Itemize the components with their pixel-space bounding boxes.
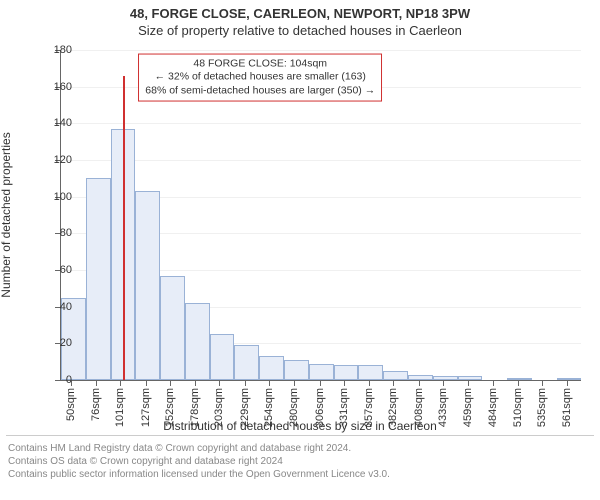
annotation-line: 68% of semi-detached houses are larger (… <box>145 84 375 98</box>
plot-area: 48 FORGE CLOSE: 104sqm← 32% of detached … <box>60 50 581 381</box>
histogram-bar <box>284 360 309 380</box>
annotation-line: ← 32% of detached houses are smaller (16… <box>145 71 375 85</box>
x-tick <box>96 380 97 386</box>
y-tick-label: 180 <box>42 44 72 56</box>
y-tick-label: 140 <box>42 117 72 129</box>
x-tick <box>393 380 394 386</box>
histogram-bar <box>433 376 458 380</box>
x-tick <box>443 380 444 386</box>
y-tick-label: 100 <box>42 191 72 203</box>
y-tick-label: 160 <box>42 81 72 93</box>
x-tick <box>245 380 246 386</box>
annotation-box: 48 FORGE CLOSE: 104sqm← 32% of detached … <box>138 53 382 102</box>
x-tick <box>219 380 220 386</box>
x-tick <box>170 380 171 386</box>
y-tick-label: 40 <box>42 301 72 313</box>
x-tick <box>419 380 420 386</box>
y-tick-label: 20 <box>42 337 72 349</box>
title-subtitle: Size of property relative to detached ho… <box>0 21 600 40</box>
x-tick <box>320 380 321 386</box>
histogram-bar <box>309 364 334 381</box>
x-tick <box>269 380 270 386</box>
x-tick <box>294 380 295 386</box>
histogram-bar <box>408 375 433 381</box>
footer-attribution: Contains HM Land Registry data © Crown c… <box>0 436 600 485</box>
y-tick-label: 0 <box>42 374 72 386</box>
x-tick-label: 50sqm <box>65 388 77 421</box>
x-tick <box>493 380 494 386</box>
x-tick <box>567 380 568 386</box>
x-tick <box>542 380 543 386</box>
histogram-bar <box>185 303 210 380</box>
histogram-bar <box>507 378 532 380</box>
histogram-bar <box>234 345 259 380</box>
x-tick <box>146 380 147 386</box>
histogram-bar <box>135 191 160 380</box>
histogram-bar <box>557 378 582 380</box>
y-tick-label: 60 <box>42 264 72 276</box>
gridline <box>61 50 581 51</box>
x-tick <box>518 380 519 386</box>
y-axis-label: Number of detached properties <box>0 132 13 297</box>
histogram-bar <box>160 276 185 381</box>
x-tick <box>369 380 370 386</box>
x-axis-label: Distribution of detached houses by size … <box>0 419 600 433</box>
x-tick <box>120 380 121 386</box>
chart-area: Number of detached properties 48 FORGE C… <box>0 40 600 435</box>
gridline <box>61 160 581 161</box>
x-tick <box>344 380 345 386</box>
footer-line-1: Contains HM Land Registry data © Crown c… <box>8 442 592 455</box>
footer-line-3: Contains public sector information licen… <box>8 468 592 481</box>
histogram-bar <box>86 178 111 380</box>
y-tick-label: 80 <box>42 227 72 239</box>
gridline <box>61 123 581 124</box>
footer-line-2: Contains OS data © Crown copyright and d… <box>8 455 592 468</box>
histogram-bar <box>210 334 235 380</box>
x-tick <box>468 380 469 386</box>
annotation-line: 48 FORGE CLOSE: 104sqm <box>145 57 375 71</box>
title-address: 48, FORGE CLOSE, CAERLEON, NEWPORT, NP18… <box>0 0 600 21</box>
title-block: 48, FORGE CLOSE, CAERLEON, NEWPORT, NP18… <box>0 0 600 40</box>
histogram-bar <box>458 376 483 380</box>
property-marker-line <box>123 76 125 380</box>
histogram-bar <box>259 356 284 380</box>
histogram-bar <box>383 371 408 380</box>
histogram-bar <box>334 365 359 380</box>
x-tick <box>195 380 196 386</box>
y-tick-label: 120 <box>42 154 72 166</box>
x-tick-label: 76sqm <box>90 388 102 421</box>
histogram-bar <box>358 365 383 380</box>
